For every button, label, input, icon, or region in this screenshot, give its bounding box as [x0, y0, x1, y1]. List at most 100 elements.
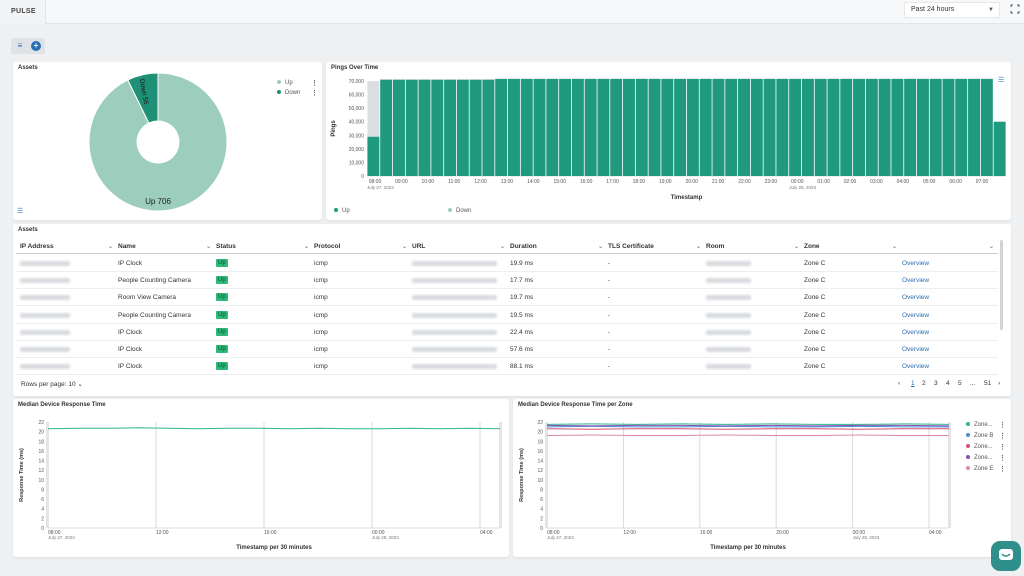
overview-link[interactable]: Overview [902, 346, 930, 353]
list-view-icon[interactable]: ☰ [998, 77, 1005, 84]
bar-up [891, 78, 904, 176]
legend-up[interactable]: Up [277, 80, 293, 86]
bar-down [380, 78, 393, 80]
col-tls[interactable]: TLS Certificate [608, 243, 654, 250]
legend-down[interactable]: Down [277, 90, 300, 96]
table-row[interactable]: People Counting Camera Up icmp 19.5 ms - Zone… [16, 307, 998, 324]
time-range-select[interactable]: Past 24 hours ▼ [904, 2, 1000, 18]
y-tick-label: 8 [540, 487, 543, 493]
zone-legend-item[interactable]: Zone... [966, 422, 993, 428]
table-row[interactable]: IP Clock Up icmp 19.9 ms - Zone C Overview [16, 255, 998, 272]
x-tick-label: 19:00 [659, 179, 672, 185]
filter-icon[interactable]: ≡ [17, 41, 23, 50]
bar-up [865, 78, 878, 176]
sort-chevron-icon[interactable]: ⌄ [989, 244, 995, 250]
bar-down [929, 78, 942, 79]
page-3[interactable]: 3 [934, 380, 938, 387]
zone-legend-item[interactable]: Zone... [966, 455, 993, 461]
next-page-icon[interactable]: › [998, 380, 1001, 387]
col-protocol[interactable]: Protocol [314, 243, 341, 250]
x-tick-label: 02:00 [844, 179, 857, 185]
bar-up [648, 78, 661, 176]
col-url[interactable]: URL [412, 243, 426, 250]
tab-pulse[interactable]: PULSE [0, 0, 46, 24]
pings-legend-down[interactable]: Down [448, 208, 471, 214]
top-bar: PULSE Past 24 hours ▼ [0, 0, 1024, 24]
col-zone[interactable]: Zone [804, 243, 820, 250]
bar-up [980, 78, 993, 176]
table-row[interactable]: IP Clock Up icmp 57.6 ms - Zone C Overview [16, 341, 998, 358]
zone-legend-label: Zone... [974, 422, 993, 428]
kebab-menu-icon[interactable]: ⋮ [999, 466, 1006, 473]
x-axis-label: Timestamp [671, 195, 703, 201]
overview-link[interactable]: Overview [902, 311, 930, 319]
zone-legend-item[interactable]: Zone E [966, 466, 993, 472]
bar-up [712, 78, 725, 176]
bar-up [571, 78, 584, 176]
page-4[interactable]: 4 [946, 380, 950, 387]
list-view-icon[interactable]: ☰ [17, 208, 24, 215]
sort-chevron-icon[interactable]: ⌄ [794, 244, 800, 250]
col-duration[interactable]: Duration [510, 243, 537, 250]
kebab-menu-icon[interactable]: ⋮ [999, 455, 1006, 462]
chevron-down-icon: ⌄ [77, 381, 83, 388]
overview-link[interactable]: Overview [902, 294, 930, 302]
url-redacted [412, 364, 497, 370]
sort-chevron-icon[interactable]: ⌄ [108, 244, 114, 250]
page-1[interactable]: 1 [911, 380, 915, 387]
prev-page-icon[interactable]: ‹ [898, 380, 901, 387]
kebab-menu-icon[interactable]: ⋮ [311, 80, 318, 87]
page-ellipsis: ... [970, 380, 976, 387]
overview-link[interactable]: Overview [902, 277, 930, 285]
table-row[interactable]: Room View Camera Up icmp 19.7 ms - Zone C Over… [16, 289, 998, 307]
cell-duration: 19.7 ms [510, 294, 534, 302]
zone-legend-label: Zone... [974, 444, 993, 450]
bar-up [597, 78, 610, 176]
chat-widget-button[interactable] [991, 541, 1021, 571]
sort-chevron-icon[interactable]: ⌄ [598, 244, 604, 250]
sort-chevron-icon[interactable]: ⌄ [892, 244, 898, 250]
add-filter-icon[interactable]: + [31, 41, 41, 51]
rows-per-page-select[interactable]: Rows per page: 10 ⌄ [21, 380, 83, 388]
zone-legend-item[interactable]: Zone B [966, 433, 993, 439]
kebab-menu-icon[interactable]: ⋮ [999, 444, 1006, 451]
bar-down [661, 78, 674, 79]
page-51[interactable]: 51 [984, 380, 992, 387]
kebab-menu-icon[interactable]: ⋮ [999, 422, 1006, 429]
median-zone-panel: Median Device Response Time per Zone 0 2 4… [513, 399, 1011, 557]
col-ip-address[interactable]: IP Address [20, 243, 54, 250]
overview-link[interactable]: Overview [902, 363, 930, 371]
page-5[interactable]: 5 [958, 380, 962, 387]
rows-per-page-label: Rows per page: 10 [21, 381, 76, 388]
bar-down [904, 78, 917, 79]
pings-legend-up[interactable]: Up [334, 208, 350, 214]
kebab-menu-icon[interactable]: ⋮ [999, 433, 1006, 440]
table-row[interactable]: People Counting Camera Up icmp 17.7 ms - Zone… [16, 272, 998, 290]
bar-up [916, 78, 929, 176]
kebab-menu-icon[interactable]: ⋮ [311, 90, 318, 97]
sort-chevron-icon[interactable]: ⌄ [696, 244, 702, 250]
overview-link[interactable]: Overview [902, 328, 930, 336]
col-room[interactable]: Room [706, 243, 725, 250]
table-row[interactable]: IP Clock Up icmp 88.1 ms - Zone C Overview [16, 358, 998, 376]
sort-chevron-icon[interactable]: ⌄ [304, 244, 310, 250]
x-tick-label: 14:00 [527, 179, 540, 185]
table-scrollbar[interactable] [1000, 240, 1003, 330]
zone-legend-item[interactable]: Zone... [966, 444, 993, 450]
bar-down [801, 78, 814, 79]
page-2[interactable]: 2 [922, 380, 926, 387]
col-name[interactable]: Name [118, 243, 136, 250]
bar-up [853, 78, 866, 176]
fullscreen-icon[interactable] [1010, 4, 1020, 14]
overview-link[interactable]: Overview [902, 260, 930, 267]
sort-chevron-icon[interactable]: ⌄ [402, 244, 408, 250]
sort-chevron-icon[interactable]: ⌄ [206, 244, 212, 250]
bar-up [878, 78, 891, 176]
col-status[interactable]: Status [216, 243, 236, 250]
cell-tls: - [608, 346, 611, 353]
cell-protocol: icmp [314, 311, 328, 319]
bar-up [993, 121, 1006, 176]
table-row[interactable]: IP Clock Up icmp 22.4 ms - Zone C Overview [16, 324, 998, 341]
range-handle-left [545, 422, 548, 528]
sort-chevron-icon[interactable]: ⌄ [500, 244, 506, 250]
